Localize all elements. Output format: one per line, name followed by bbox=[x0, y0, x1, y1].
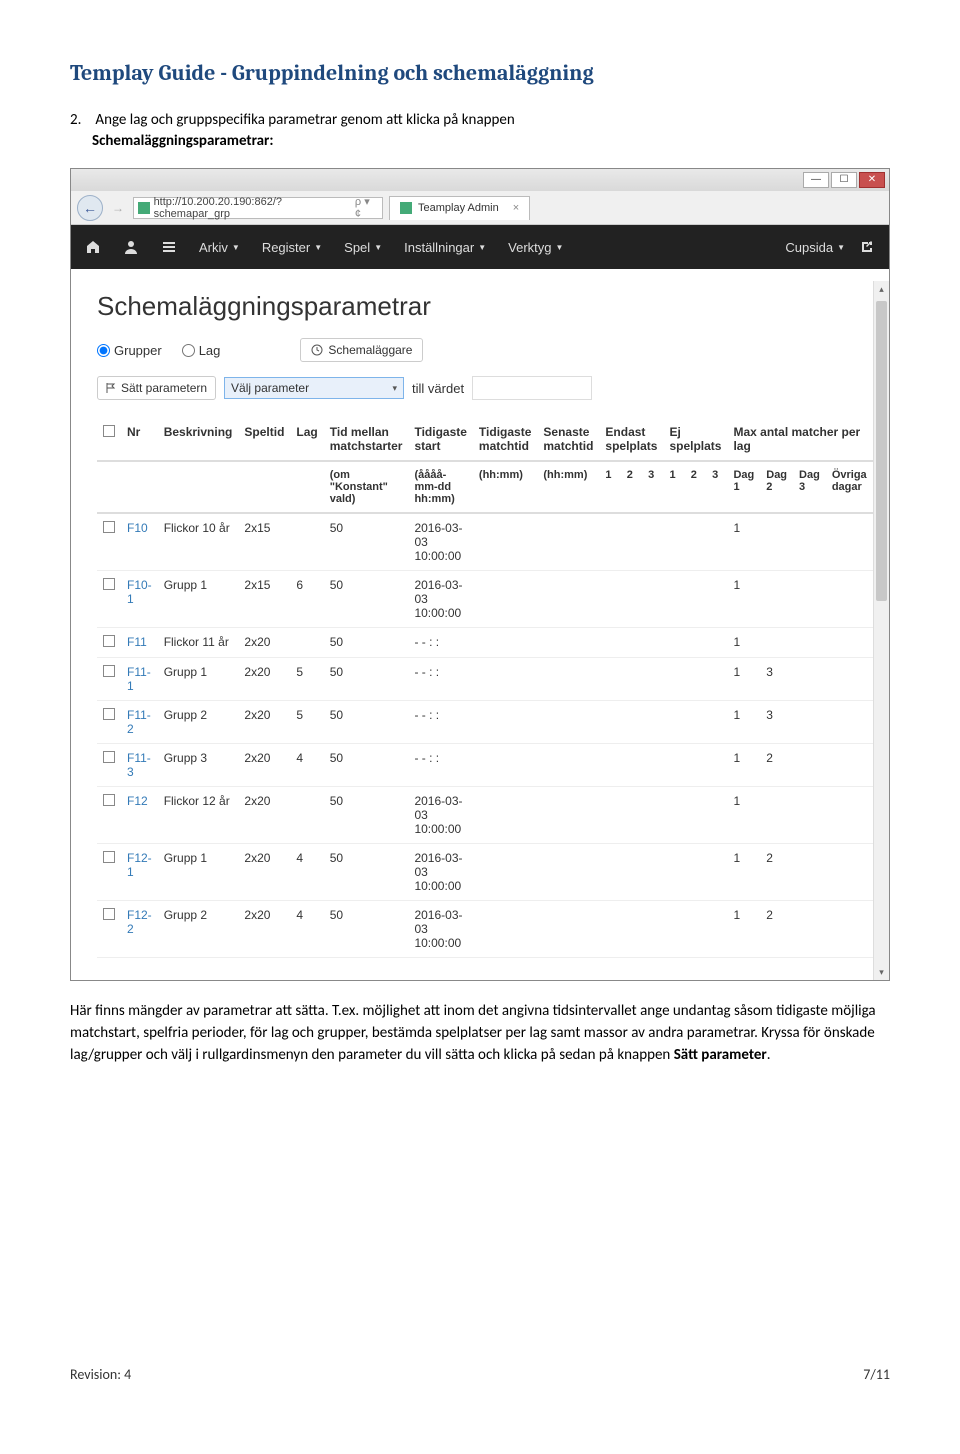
forward-button[interactable]: → bbox=[109, 199, 127, 217]
browser-toolbar: ← → http://10.200.20.190:862/?schemapar_… bbox=[71, 191, 889, 225]
outro-bold: Sätt parameter bbox=[674, 1046, 767, 1064]
value-input[interactable] bbox=[472, 376, 592, 400]
table-row: F10-1Grupp 12x156502016-03-03 10:00:001 bbox=[97, 571, 873, 628]
col-ej-spelplats: Ej spelplats bbox=[663, 418, 727, 461]
row-nr-link[interactable]: F11-3 bbox=[127, 751, 151, 779]
scroll-up-arrow[interactable]: ▴ bbox=[874, 281, 889, 297]
satt-parameter-button[interactable]: Sätt parametern bbox=[97, 376, 216, 400]
intro-text: Ange lag och gruppspecifika parametrar g… bbox=[95, 111, 514, 129]
row-nr-link[interactable]: F10-1 bbox=[127, 578, 152, 606]
table-row: F11-1Grupp 12x20550- - : :13 bbox=[97, 658, 873, 701]
row-nr-link[interactable]: F11-1 bbox=[127, 665, 151, 693]
back-button[interactable]: ← bbox=[77, 195, 103, 221]
schemalaggare-button[interactable]: Schemaläggare bbox=[300, 338, 423, 362]
url-text: http://10.200.20.190:862/?schemapar_grp bbox=[154, 196, 351, 220]
row-nr-link[interactable]: F12 bbox=[127, 794, 148, 808]
col-tidigaste-start: Tidigaste start bbox=[408, 418, 472, 461]
col-lag: Lag bbox=[290, 418, 323, 461]
col-beskrivning: Beskrivning bbox=[158, 418, 239, 461]
table-row: F11-3Grupp 32x20450- - : :12 bbox=[97, 744, 873, 787]
col-max-antal: Max antal matcher per lag bbox=[727, 418, 872, 461]
address-bar[interactable]: http://10.200.20.190:862/?schemapar_grp … bbox=[133, 197, 383, 219]
row-checkbox[interactable] bbox=[103, 851, 115, 863]
window-titlebar: — ☐ ✕ bbox=[71, 169, 889, 191]
row-nr-link[interactable]: F12-2 bbox=[127, 908, 152, 936]
till-vardet-label: till värdet bbox=[412, 381, 464, 396]
nav-installningar[interactable]: Inställningar▼ bbox=[404, 240, 486, 255]
tab-close-icon[interactable]: × bbox=[513, 202, 519, 214]
parameters-table: Nr Beskrivning Speltid Lag Tid mellan ma… bbox=[97, 418, 873, 958]
radio-lag[interactable]: Lag bbox=[182, 343, 221, 358]
app-navbar: Arkiv▼ Register▼ Spel▼ Inställningar▼ Ve… bbox=[71, 225, 889, 269]
clock-icon bbox=[311, 344, 323, 356]
url-suffix: ρ ▾ ¢ bbox=[355, 195, 378, 220]
col-speltid: Speltid bbox=[238, 418, 290, 461]
row-nr-link[interactable]: F10 bbox=[127, 521, 148, 535]
footer-page: 7/11 bbox=[863, 1366, 890, 1383]
window-maximize-button[interactable]: ☐ bbox=[831, 172, 857, 188]
browser-window: — ☐ ✕ ← → http://10.200.20.190:862/?sche… bbox=[70, 168, 890, 981]
nav-cupsida[interactable]: Cupsida▼ bbox=[785, 240, 845, 255]
nav-register[interactable]: Register▼ bbox=[262, 240, 322, 255]
col-senaste-matchtid: Senaste matchtid bbox=[537, 418, 599, 461]
nav-spel[interactable]: Spel▼ bbox=[344, 240, 382, 255]
parameter-select[interactable]: Välj parameter ▾ bbox=[224, 377, 404, 399]
flag-icon bbox=[106, 383, 116, 393]
chevron-down-icon: ▾ bbox=[393, 383, 398, 394]
table-row: F11Flickor 11 år2x2050- - : :1 bbox=[97, 628, 873, 658]
scroll-down-arrow[interactable]: ▾ bbox=[874, 964, 889, 980]
intro-paragraph: 2. Ange lag och gruppspecifika parametra… bbox=[70, 110, 890, 152]
sub-tidigaste-matchtid: (hh:mm) bbox=[473, 461, 537, 513]
sub-tidigaste-start: (åååå-mm-dd hh:mm) bbox=[408, 461, 472, 513]
nav-verktyg[interactable]: Verktyg▼ bbox=[508, 240, 563, 255]
sub-tid-mellan: (om "Konstant" vald) bbox=[324, 461, 409, 513]
row-checkbox[interactable] bbox=[103, 635, 115, 647]
table-row: F11-2Grupp 22x20550- - : :13 bbox=[97, 701, 873, 744]
scroll-thumb[interactable] bbox=[876, 301, 887, 601]
vertical-scrollbar[interactable]: ▴ ▾ bbox=[873, 281, 889, 980]
col-tidigaste-matchtid: Tidigaste matchtid bbox=[473, 418, 537, 461]
select-all-checkbox[interactable] bbox=[103, 425, 115, 437]
col-endast-spelplats: Endast spelplats bbox=[599, 418, 663, 461]
table-row: F12Flickor 12 år2x20502016-03-03 10:00:0… bbox=[97, 787, 873, 844]
favicon-icon bbox=[138, 202, 150, 214]
nav-arkiv[interactable]: Arkiv▼ bbox=[199, 240, 240, 255]
outro-paragraph: Här finns mängder av parametrar att sätt… bbox=[70, 1001, 890, 1066]
list-icon[interactable] bbox=[161, 239, 177, 255]
table-row: F12-2Grupp 22x204502016-03-03 10:00:0012 bbox=[97, 901, 873, 958]
browser-tab[interactable]: Teamplay Admin × bbox=[389, 196, 530, 220]
footer-revision: Revision: 4 bbox=[70, 1366, 131, 1383]
row-checkbox[interactable] bbox=[103, 751, 115, 763]
row-checkbox[interactable] bbox=[103, 708, 115, 720]
row-checkbox[interactable] bbox=[103, 578, 115, 590]
tab-favicon-icon bbox=[400, 202, 412, 214]
intro-number: 2. bbox=[70, 110, 92, 131]
col-nr: Nr bbox=[121, 418, 158, 461]
page-footer: Revision: 4 7/11 bbox=[70, 1366, 890, 1383]
window-minimize-button[interactable]: — bbox=[803, 172, 829, 188]
row-checkbox[interactable] bbox=[103, 794, 115, 806]
intro-bold: Schemaläggningsparametrar: bbox=[92, 132, 273, 150]
row-nr-link[interactable]: F11 bbox=[127, 635, 147, 649]
row-nr-link[interactable]: F12-1 bbox=[127, 851, 152, 879]
home-icon[interactable] bbox=[85, 239, 101, 255]
window-close-button[interactable]: ✕ bbox=[859, 172, 885, 188]
row-nr-link[interactable]: F11-2 bbox=[127, 708, 151, 736]
user-icon[interactable] bbox=[123, 239, 139, 255]
col-tid-mellan: Tid mellan matchstarter bbox=[324, 418, 409, 461]
radio-grupper[interactable]: Grupper bbox=[97, 343, 162, 358]
table-row: F10Flickor 10 år2x15502016-03-03 10:00:0… bbox=[97, 513, 873, 571]
external-icon[interactable] bbox=[859, 239, 875, 255]
row-checkbox[interactable] bbox=[103, 908, 115, 920]
panel-title: Schemaläggningsparametrar bbox=[97, 291, 863, 322]
content-area: Schemaläggningsparametrar Grupper Lag Sc… bbox=[71, 269, 889, 980]
row-checkbox[interactable] bbox=[103, 521, 115, 533]
doc-title: Templay Guide - Gruppindelning och schem… bbox=[70, 60, 890, 86]
sub-senaste-matchtid: (hh:mm) bbox=[537, 461, 599, 513]
row-checkbox[interactable] bbox=[103, 665, 115, 677]
table-row: F12-1Grupp 12x204502016-03-03 10:00:0012 bbox=[97, 844, 873, 901]
tab-title: Teamplay Admin bbox=[418, 202, 499, 214]
